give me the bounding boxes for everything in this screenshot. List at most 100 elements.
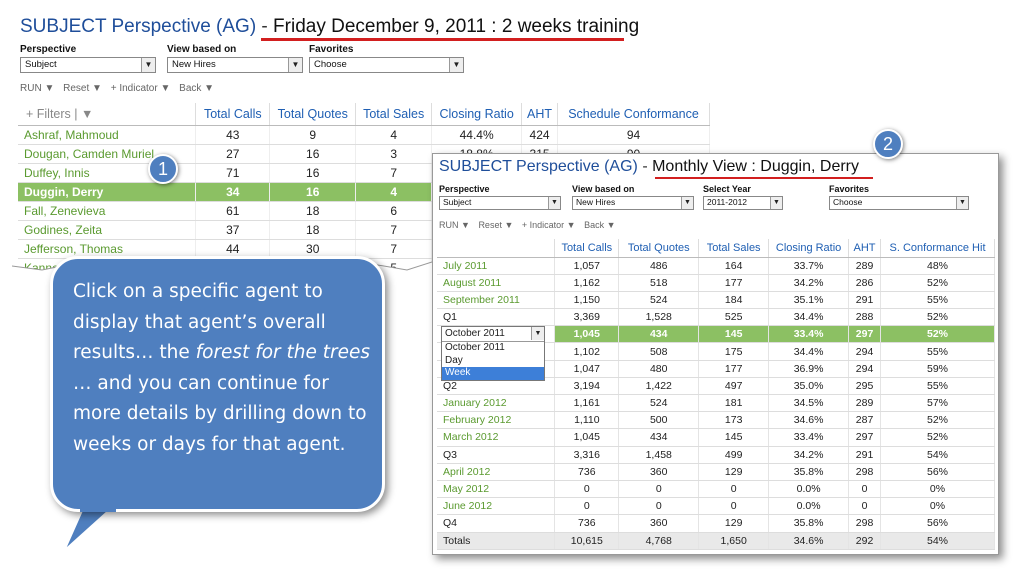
table-cell: 55% <box>880 342 995 361</box>
table-cell: 34.6% <box>768 411 850 430</box>
reset-button[interactable]: Reset ▼ <box>478 220 514 230</box>
period-link[interactable]: May 2012 <box>437 480 556 499</box>
favorites-select[interactable]: Choose ▼ <box>309 57 464 73</box>
table-cell: 434 <box>618 325 700 344</box>
column-header[interactable]: AHT <box>848 239 882 258</box>
run-button[interactable]: RUN ▼ <box>439 220 470 230</box>
table-cell: 145 <box>698 325 770 344</box>
period-drilldown-dropdown[interactable]: October 2011 ▼ October 2011 Day Week <box>441 326 545 381</box>
perspective-select[interactable]: Subject ▼ <box>20 57 156 73</box>
column-header[interactable]: Schedule Conformance <box>557 103 710 126</box>
table-cell: 16 <box>269 163 357 183</box>
view-based-on-select[interactable]: New Hires ▼ <box>572 196 694 210</box>
title-separator: - <box>256 16 274 37</box>
table-cell: 34.5% <box>768 394 850 413</box>
agent-name-link[interactable]: Duggin, Derry <box>18 182 197 202</box>
period-drilldown-current[interactable]: October 2011 ▼ <box>442 327 544 342</box>
perspective-select[interactable]: Subject ▼ <box>439 196 561 210</box>
table-row[interactable]: Ashraf, Mahmoud 43 9 4 44.4% 424 94 <box>18 125 710 145</box>
period-label: Q4 <box>437 514 556 533</box>
run-button[interactable]: RUN ▼ <box>20 83 55 94</box>
table-row[interactable]: August 2011 1,162 518 177 34.2% 286 52% <box>437 274 995 292</box>
column-header[interactable]: Total Sales <box>698 239 770 258</box>
table-cell: 6 <box>355 201 433 221</box>
back-button[interactable]: Back ▼ <box>584 220 616 230</box>
column-header[interactable]: Total Calls <box>195 103 271 126</box>
table-cell: 499 <box>698 446 770 464</box>
table-cell: 34 <box>195 182 271 202</box>
monthly-view-title: Monthly View : Duggin, Derry <box>652 158 859 175</box>
table-cell: 0 <box>698 497 770 516</box>
table-cell: 1,528 <box>618 308 700 327</box>
column-header[interactable]: Total Quotes <box>618 239 700 258</box>
agent-name-link[interactable]: Fall, Zenevieva <box>18 201 197 221</box>
reset-button[interactable]: Reset ▼ <box>63 83 102 94</box>
table-cell: 0 <box>848 497 882 516</box>
table-cell: 33.4% <box>768 325 850 344</box>
view-based-on-label: View based on <box>167 44 237 55</box>
table-row[interactable]: June 2012 0 0 0 0.0% 0 0% <box>437 497 995 516</box>
column-header[interactable]: AHT <box>521 103 559 126</box>
callout-text: Click on a specific agent to display tha… <box>73 277 373 460</box>
period-link[interactable]: August 2011 <box>437 274 556 292</box>
callout-bubble <box>50 256 385 512</box>
table-row[interactable]: September 2011 1,150 524 184 35.1% 291 55% <box>437 291 995 310</box>
favorites-select[interactable]: Choose ▼ <box>829 196 969 210</box>
column-header[interactable]: Total Calls <box>554 239 620 258</box>
column-header[interactable]: Closing Ratio <box>768 239 850 258</box>
table-cell: 0 <box>698 480 770 499</box>
indicator-button[interactable]: + Indicator ▼ <box>110 83 171 94</box>
title-underline <box>655 177 873 179</box>
column-header[interactable]: S. Conformance Hit <box>880 239 995 258</box>
chevron-down-icon[interactable]: ▼ <box>531 327 544 340</box>
period-link[interactable]: July 2011 <box>437 257 556 275</box>
filters-header[interactable]: + Filters | ▼ <box>18 103 197 126</box>
dropdown-option-day[interactable]: Day <box>445 354 463 366</box>
period-link[interactable]: January 2012 <box>437 394 556 413</box>
period-link[interactable]: February 2012 <box>437 411 556 430</box>
table-row[interactable]: April 2012 736 360 129 35.8% 298 56% <box>437 463 995 481</box>
table-cell: 175 <box>698 342 770 361</box>
period-link[interactable]: September 2011 <box>437 291 556 310</box>
period-link[interactable]: April 2012 <box>437 463 556 481</box>
dropdown-option-week[interactable]: Week <box>442 367 544 380</box>
select-year-select[interactable]: 2011-2012 ▼ <box>703 196 783 210</box>
view-based-on-select[interactable]: New Hires ▼ <box>167 57 303 73</box>
dropdown-option-october[interactable]: October 2011 <box>445 342 505 353</box>
table-row[interactable]: January 2012 1,161 524 181 34.5% 289 57% <box>437 394 995 413</box>
table-cell: 294 <box>848 342 882 361</box>
back-button[interactable]: Back ▼ <box>179 83 215 94</box>
column-header[interactable]: Total Quotes <box>269 103 357 126</box>
table-cell: 57% <box>880 394 995 413</box>
table-cell: 35.8% <box>768 463 850 481</box>
table-cell: 486 <box>618 257 700 275</box>
period-link[interactable]: March 2012 <box>437 428 556 447</box>
table-cell: 1,110 <box>554 411 620 430</box>
favorites-value: Choose <box>314 59 347 70</box>
table-cell: 9 <box>269 125 357 145</box>
period-link[interactable]: June 2012 <box>437 497 556 516</box>
title-separator: - <box>637 158 653 175</box>
table-row[interactable]: February 2012 1,110 500 173 34.6% 287 52% <box>437 411 995 430</box>
selected-agent-row[interactable]: Duggin, Derry 34 16 4 <box>18 182 710 202</box>
table-cell: 34.4% <box>768 342 850 361</box>
table-cell: 736 <box>554 463 620 481</box>
table-cell: 44.4% <box>431 125 523 145</box>
agent-name-link[interactable]: Ashraf, Mahmoud <box>18 125 197 145</box>
table-cell: 59% <box>880 360 995 378</box>
table-cell: 52% <box>880 274 995 292</box>
table-row[interactable]: March 2012 1,045 434 145 33.4% 297 52% <box>437 428 995 447</box>
period-label: Q3 <box>437 446 556 464</box>
table-cell: 7 <box>355 163 433 183</box>
table-cell: 0% <box>880 497 995 516</box>
toolbar: RUN ▼ Reset ▼ + Indicator ▼ Back ▼ <box>20 83 220 94</box>
table-cell: 0 <box>848 480 882 499</box>
column-header[interactable]: Closing Ratio <box>431 103 523 126</box>
indicator-button[interactable]: + Indicator ▼ <box>521 220 576 230</box>
agent-name-link[interactable]: Godines, Zeita <box>18 220 197 240</box>
column-header[interactable]: Total Sales <box>355 103 433 126</box>
table-row[interactable]: July 2011 1,057 486 164 33.7% 289 48% <box>437 257 995 275</box>
table-row[interactable]: May 2012 0 0 0 0.0% 0 0% <box>437 480 995 499</box>
table-cell: 424 <box>521 125 559 145</box>
